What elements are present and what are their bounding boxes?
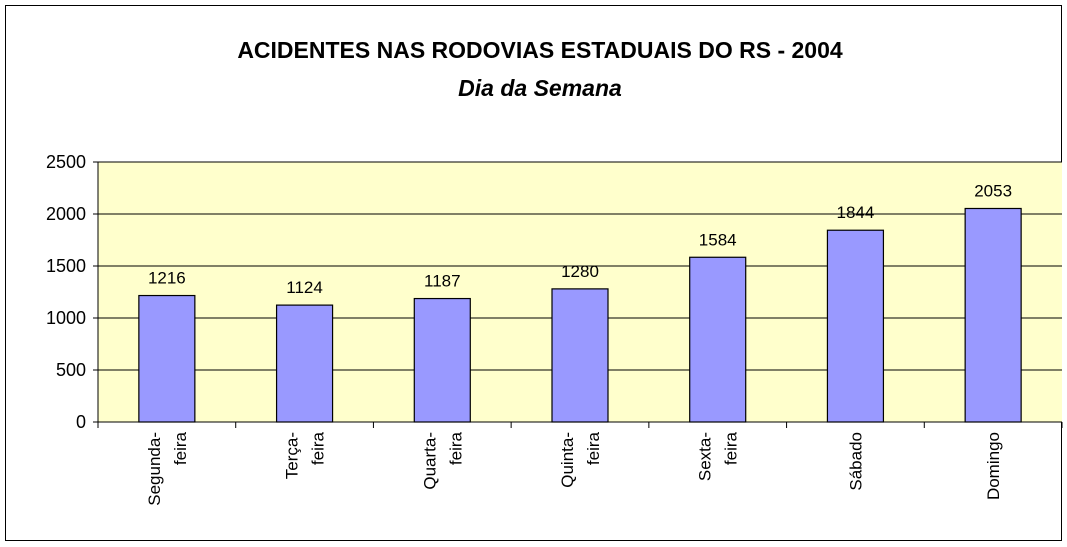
y-tick-label: 2500: [46, 152, 86, 172]
bar: [964, 207, 1022, 423]
x-tick-label: Quinta-feira: [558, 431, 603, 487]
bar: [551, 288, 609, 423]
x-tick-label: Sexta-feira: [696, 431, 741, 481]
x-tick-label: Domingo: [984, 432, 1003, 500]
bar: [826, 229, 885, 423]
bar: [275, 304, 334, 423]
x-tick-label: Segunda-feira: [145, 431, 190, 505]
value-label: 2053: [974, 181, 1012, 200]
value-label: 1584: [699, 230, 737, 249]
value-label: 1216: [148, 269, 186, 288]
value-label: 1187: [424, 272, 461, 291]
bar: [413, 297, 471, 423]
y-tick-label: 500: [56, 360, 86, 380]
value-label: 1124: [286, 278, 323, 297]
value-label: 1280: [561, 262, 599, 281]
bar: [689, 256, 747, 423]
x-tick-label: Terça-feira: [283, 431, 328, 479]
x-tick-label: Quarta-feira: [420, 431, 465, 489]
x-tick-label: Sábado: [846, 432, 865, 491]
y-tick-label: 1000: [46, 308, 86, 328]
value-label: 1844: [837, 203, 875, 222]
chart-title: ACIDENTES NAS RODOVIAS ESTADUAIS DO RS -…: [237, 37, 843, 63]
bar: [138, 294, 196, 423]
y-tick-label: 0: [76, 412, 86, 432]
y-tick-label: 2000: [46, 204, 86, 224]
y-tick-label: 1500: [46, 256, 86, 276]
chart-subtitle: Dia da Semana: [458, 75, 622, 101]
